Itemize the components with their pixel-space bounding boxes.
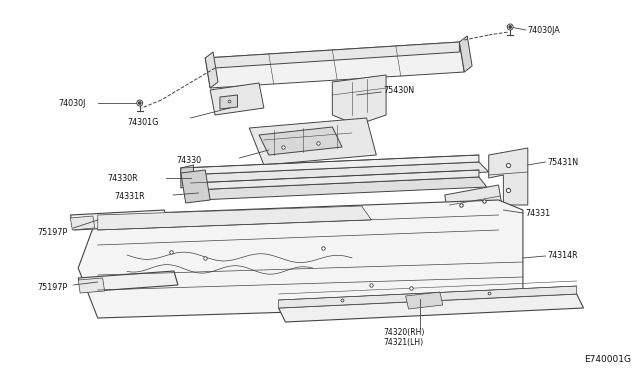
- Polygon shape: [445, 185, 504, 225]
- Polygon shape: [210, 83, 264, 115]
- Polygon shape: [278, 294, 584, 322]
- Circle shape: [509, 26, 511, 28]
- Polygon shape: [78, 200, 523, 318]
- Text: 74330R: 74330R: [108, 173, 138, 183]
- Circle shape: [139, 102, 141, 104]
- Polygon shape: [205, 42, 464, 88]
- Polygon shape: [205, 52, 218, 88]
- Polygon shape: [249, 118, 376, 165]
- Polygon shape: [332, 75, 386, 125]
- Text: 74331R: 74331R: [115, 192, 145, 201]
- Text: 74030J: 74030J: [59, 99, 86, 108]
- Text: 75431N: 75431N: [547, 157, 579, 167]
- Circle shape: [137, 100, 143, 106]
- Text: 74320(RH): 74320(RH): [383, 328, 424, 337]
- Polygon shape: [70, 210, 168, 230]
- Polygon shape: [406, 292, 443, 309]
- Polygon shape: [70, 216, 95, 230]
- Polygon shape: [259, 127, 342, 155]
- Polygon shape: [205, 42, 460, 68]
- Text: 74030JA: 74030JA: [528, 26, 561, 35]
- Text: 74314R: 74314R: [547, 250, 578, 260]
- Text: 75197P: 75197P: [37, 228, 67, 237]
- Polygon shape: [460, 36, 472, 72]
- Text: 74330: 74330: [176, 155, 201, 164]
- Text: 74301G: 74301G: [127, 118, 159, 126]
- Text: 74331: 74331: [525, 208, 550, 218]
- Text: 74321(LH): 74321(LH): [383, 337, 423, 346]
- Polygon shape: [181, 162, 489, 185]
- Polygon shape: [278, 286, 577, 308]
- Polygon shape: [191, 177, 487, 200]
- Polygon shape: [181, 170, 210, 203]
- Polygon shape: [220, 95, 237, 109]
- Text: E740001G: E740001G: [584, 356, 632, 365]
- Polygon shape: [78, 271, 178, 292]
- Circle shape: [508, 24, 513, 30]
- Polygon shape: [181, 165, 193, 188]
- Text: 75197P: 75197P: [37, 283, 67, 292]
- Polygon shape: [489, 148, 528, 205]
- Polygon shape: [191, 170, 479, 190]
- Polygon shape: [181, 155, 479, 175]
- Polygon shape: [78, 278, 104, 293]
- Polygon shape: [98, 206, 371, 230]
- Text: 75430N: 75430N: [383, 86, 414, 94]
